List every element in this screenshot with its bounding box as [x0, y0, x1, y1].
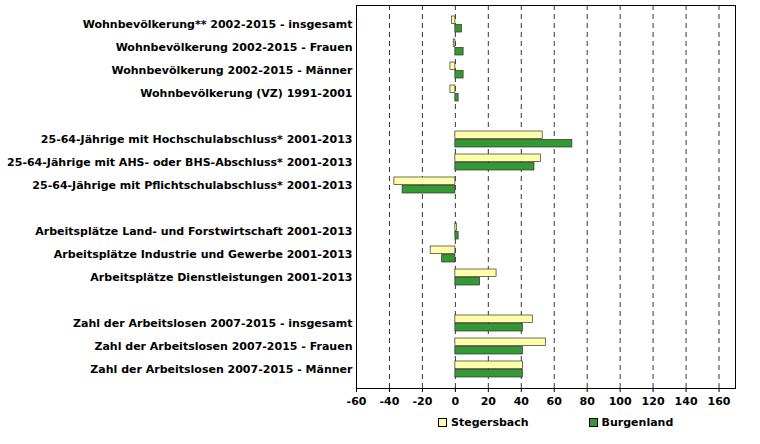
- html-text:Burgenland: Burgenland: [601, 416, 674, 429]
- svg-text:Arbeitsplätze Land- und Forstw: Arbeitsplätze Land- und Forstwirtschaft …: [35, 225, 352, 238]
- svg-text:-20: -20: [412, 395, 432, 408]
- svg-text:Wohnbevölkerung 2002-2015 - Fr: Wohnbevölkerung 2002-2015 - Frauen: [116, 41, 353, 54]
- svg-text:Arbeitsplätze Dienstleistungen: Arbeitsplätze Dienstleistungen 2001-2013: [90, 271, 352, 284]
- svg-text:Zahl der Arbeitslosen 2007-201: Zahl der Arbeitslosen 2007-2015 - Frauen: [94, 340, 352, 353]
- svg-text:Wohnbevölkerung** 2002-2015 -: Wohnbevölkerung** 2002-2015 - insgesamt: [83, 18, 353, 31]
- svg-text:25-64-Jährige mit AHS- oder BH: 25-64-Jährige mit AHS- oder BHS-Abschlus…: [7, 156, 352, 169]
- svg-text:80: 80: [580, 395, 596, 408]
- svg-text:20: 20: [481, 395, 497, 408]
- svg-text:Zahl der Arbeitslosen 2007-201: Zahl der Arbeitslosen 2007-2015 - Männer: [90, 363, 353, 376]
- svg-text:Zahl der Arbeitslosen 2007-201: Zahl der Arbeitslosen 2007-2015 - insges…: [73, 317, 352, 330]
- svg-text:40: 40: [514, 395, 530, 408]
- svg-text:-60: -60: [347, 395, 367, 408]
- svg-text:Wohnbevölkerung 2002-2015 - Mä: Wohnbevölkerung 2002-2015 - Männer: [111, 64, 353, 77]
- svg-text:60: 60: [547, 395, 563, 408]
- svg-text:25-64-Jährige mit Hochschulabs: 25-64-Jährige mit Hochschulabschluss* 20…: [41, 133, 353, 146]
- svg-text:160: 160: [708, 395, 731, 408]
- svg-text:-40: -40: [380, 395, 400, 408]
- svg-text:Wohnbevölkerung (VZ) 1991-2001: Wohnbevölkerung (VZ) 1991-2001: [140, 87, 352, 100]
- svg-text:120: 120: [642, 395, 665, 408]
- svg-text:0: 0: [452, 395, 460, 408]
- html-text:Stegersbach: Stegersbach: [451, 416, 529, 429]
- svg-text:25-64-Jährige mit Pflichtschul: 25-64-Jährige mit Pflichtschulabschluss*…: [32, 179, 352, 192]
- svg-text:Arbeitsplätze Industrie und Ge: Arbeitsplätze Industrie und Gewerbe 2001…: [54, 248, 353, 261]
- svg-text:140: 140: [675, 395, 698, 408]
- svg-text:100: 100: [609, 395, 632, 408]
